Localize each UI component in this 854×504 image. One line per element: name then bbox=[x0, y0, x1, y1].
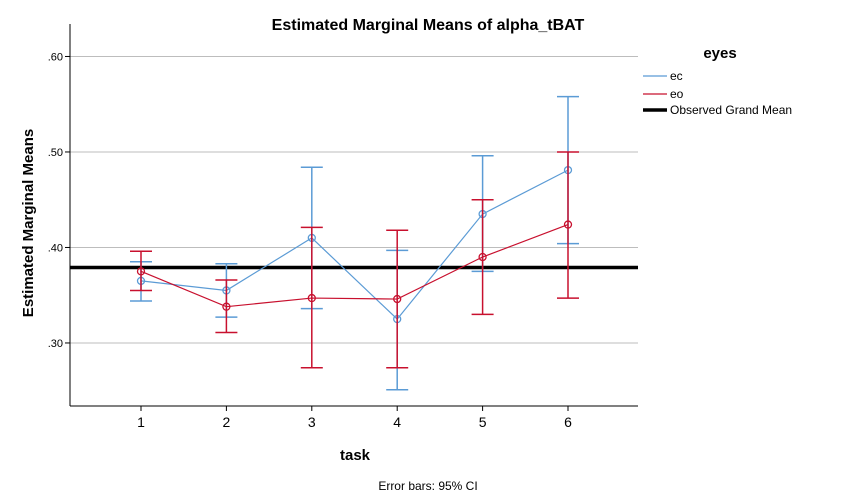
x-tick-label-4: 5 bbox=[479, 414, 487, 430]
point-eo-1 bbox=[222, 302, 231, 311]
legend-title: eyes bbox=[703, 45, 736, 62]
x-tick-labels: 1 2 3 4 5 6 bbox=[137, 414, 572, 430]
x-tick-label-3: 4 bbox=[393, 414, 401, 430]
y-tick-labels: .30 .40 .50 .60 bbox=[48, 51, 63, 350]
point-eo-5 bbox=[563, 220, 573, 229]
series-eo bbox=[130, 151, 579, 369]
point-eo-4 bbox=[478, 252, 487, 262]
point-eo-0 bbox=[136, 267, 146, 276]
footnote: Error bars: 95% CI bbox=[378, 479, 477, 493]
series-line-ec bbox=[140, 169, 569, 320]
y-tick-label-3: .60 bbox=[48, 51, 63, 63]
axes bbox=[65, 24, 638, 411]
y-tick-label-0: .30 bbox=[48, 338, 63, 350]
legend-label-eo: eo bbox=[670, 87, 684, 101]
x-axis-title: task bbox=[340, 447, 371, 464]
legend-label-ec: ec bbox=[670, 69, 683, 83]
x-tick-label-5: 6 bbox=[564, 414, 572, 430]
point-eo-3 bbox=[393, 294, 402, 304]
series-line-eo bbox=[140, 223, 569, 308]
x-tick-label-1: 2 bbox=[223, 414, 231, 430]
legend-label-grand-mean: Observed Grand Mean bbox=[670, 103, 792, 117]
chart-title: Estimated Marginal Means of alpha_tBAT bbox=[272, 17, 585, 34]
y-tick-label-2: .50 bbox=[48, 147, 63, 159]
gridlines bbox=[70, 55, 638, 344]
legend: eyes ec eo Observed Grand Mean bbox=[643, 45, 792, 117]
x-tick-label-2: 3 bbox=[308, 414, 316, 430]
y-tick-label-1: .40 bbox=[48, 242, 63, 254]
y-axis-title: Estimated Marginal Means bbox=[20, 129, 37, 317]
series-group bbox=[130, 95, 579, 391]
x-tick-label-0: 1 bbox=[137, 414, 145, 430]
point-eo-2 bbox=[307, 293, 316, 303]
series-ec bbox=[130, 95, 579, 391]
